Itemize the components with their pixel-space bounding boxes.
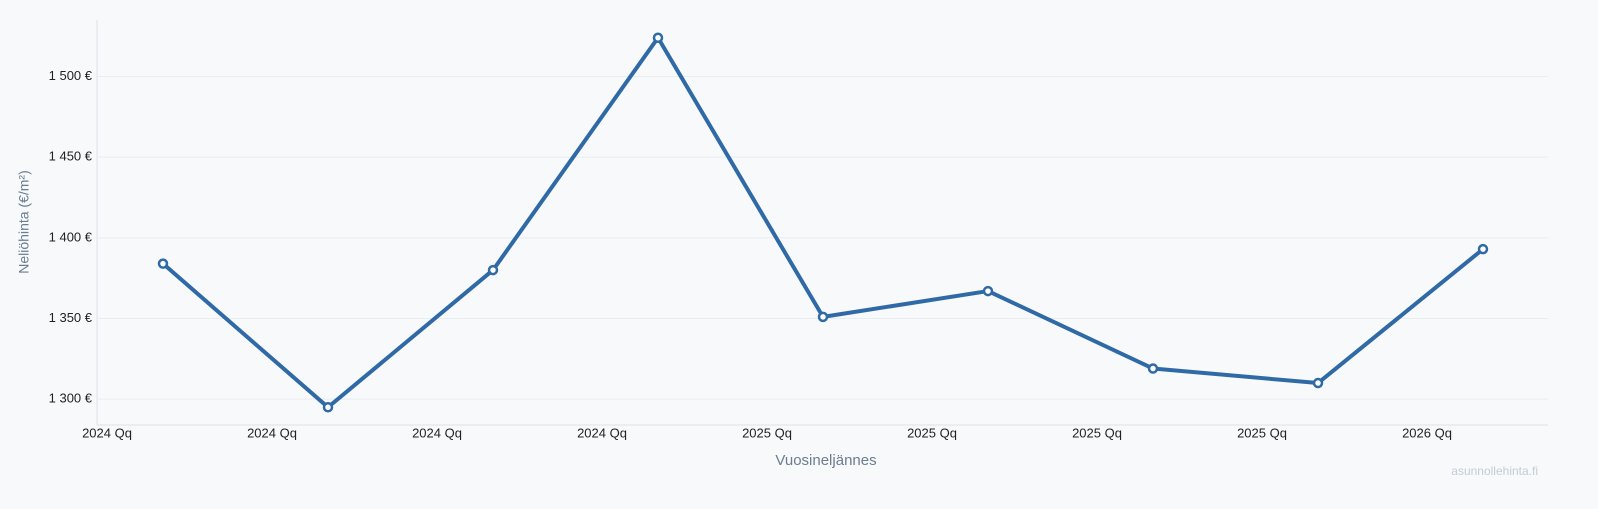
point <box>1147 363 1159 374</box>
x-tick-label: 2025 Qq <box>742 425 792 440</box>
y-tick-label: 1 500 € <box>49 68 93 83</box>
x-tick-label: 2024 Qq <box>412 425 462 440</box>
point <box>322 402 334 413</box>
point <box>487 264 499 276</box>
x-axis-title: Vuosineljännes <box>775 452 876 469</box>
x-tick-label: 2024 Qq <box>82 425 132 440</box>
y-axis-title: Neliöhinta (€/m²) <box>16 170 32 273</box>
point <box>817 311 829 323</box>
watermark: asunnollehinta.fi <box>1451 464 1538 478</box>
y-tick-label: 1 400 € <box>49 229 93 244</box>
point <box>982 285 994 297</box>
y-tick-label: 1 450 € <box>49 149 93 164</box>
x-tick-label: 2026 Qq <box>1402 425 1452 440</box>
y-tick-label: 1 350 € <box>49 310 93 325</box>
point <box>652 32 664 43</box>
point <box>157 258 169 269</box>
x-tick-label: 2025 Qq <box>1072 425 1122 440</box>
x-tick-label: 2024 Qq <box>247 425 297 440</box>
y-tick-label: 1 300 € <box>49 391 93 406</box>
x-tick-label: 2025 Qq <box>907 425 957 440</box>
point <box>1312 377 1324 389</box>
x-tick-label: 2024 Qq <box>577 425 627 440</box>
x-tick-label: 2025 Qq <box>1237 425 1287 440</box>
point <box>1477 243 1489 255</box>
